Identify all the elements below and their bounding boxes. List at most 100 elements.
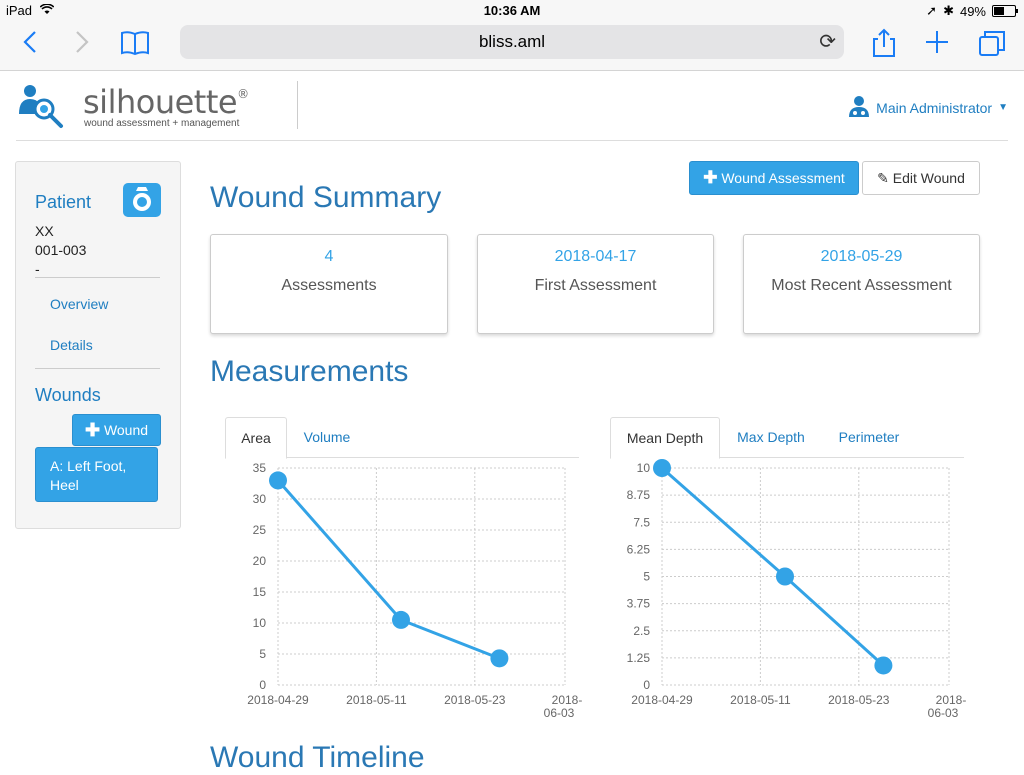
series-line <box>276 479 500 660</box>
plus-icon: ✚ <box>84 420 101 440</box>
header-divider <box>297 81 298 129</box>
x-tick-label: 2018-05-11 <box>730 693 791 707</box>
data-point[interactable] <box>269 471 287 490</box>
app-header: silhouette® wound assessment + managemen… <box>0 71 1024 141</box>
address-bar[interactable]: bliss.aml ⟳ <box>180 25 844 59</box>
area-chart: 0 5 10 15 20 25 30 35 2018-04-29 2018-05-11 2018-0… <box>247 461 583 720</box>
measurements-title: Measurements <box>210 355 409 388</box>
logo-registered-mark: ® <box>237 87 249 101</box>
y-tick-label: 30 <box>253 492 267 506</box>
battery-percent: 49% <box>959 3 986 19</box>
tab-area[interactable]: Area <box>225 417 287 459</box>
camera-button[interactable] <box>123 183 161 217</box>
card-value: 4 <box>324 248 334 265</box>
y-tick-label: 7.5 <box>633 515 650 529</box>
y-tick-label: 35 <box>253 461 267 475</box>
sidebar-divider <box>35 368 160 369</box>
tab-mean-depth[interactable]: Mean Depth <box>610 417 720 459</box>
x-tick-label: 2018-06-03 <box>928 693 967 720</box>
tab-max-depth[interactable]: Max Depth <box>737 429 805 445</box>
add-wound-button[interactable]: ✚ Wound <box>72 414 161 446</box>
add-assessment-label: Wound Assessment <box>721 170 845 186</box>
status-time: 10:36 AM <box>483 3 541 18</box>
summary-card-first-assessment: 2018-04-17 First Assessment <box>477 234 714 334</box>
tab-volume[interactable]: Volume <box>303 429 351 445</box>
user-name: Main Administrator <box>876 99 993 116</box>
data-point[interactable] <box>490 649 509 668</box>
patient-id: 001-003 <box>35 242 87 258</box>
edit-wound-button[interactable]: ✎ Edit Wound <box>862 161 980 195</box>
y-tick-label: 8.75 <box>627 488 651 502</box>
bookmarks-icon[interactable] <box>120 30 150 61</box>
y-tick-label: 15 <box>253 585 267 599</box>
camera-icon <box>133 187 151 211</box>
card-label: First Assessment <box>534 277 657 294</box>
reload-icon[interactable]: ⟳ <box>819 31 836 53</box>
wound-item-left-foot-heel[interactable]: A: Left Foot, Heel <box>35 447 158 502</box>
sidebar-link-overview[interactable]: Overview <box>50 296 109 312</box>
y-tick-label: 5 <box>643 570 650 584</box>
user-menu[interactable]: Main Administrator ▼ <box>848 95 1008 120</box>
sidebar-link-details[interactable]: Details <box>50 337 93 353</box>
y-tick-label: 2.5 <box>633 624 650 638</box>
data-point[interactable] <box>874 656 893 675</box>
tabs-icon[interactable] <box>978 29 1006 62</box>
patient-heading: Patient <box>35 192 92 212</box>
share-icon[interactable] <box>872 28 896 63</box>
new-tab-icon[interactable] <box>925 30 949 59</box>
pencil-icon: ✎ <box>877 170 889 186</box>
browser-toolbar: bliss.aml ⟳ <box>0 22 1024 71</box>
wound-item-label: A: Left Foot, Heel <box>50 458 127 493</box>
caret-down-icon: ▼ <box>998 102 1008 113</box>
user-doctor-icon <box>848 95 870 120</box>
summary-card-assessments: 4 Assessments <box>210 234 448 334</box>
plus-icon: ✚ <box>703 168 718 187</box>
forward-icon[interactable] <box>74 30 90 59</box>
x-tick-label: 2018-05-23 <box>444 693 506 707</box>
patient-extra: - <box>35 261 40 277</box>
y-tick-label: 0 <box>643 678 650 692</box>
location-icon: ➚ <box>926 3 938 18</box>
x-tick-label: 2018-04-29 <box>247 693 309 707</box>
card-value: 2018-04-17 <box>554 248 637 265</box>
data-point[interactable] <box>653 459 671 477</box>
url-text: bliss.aml <box>478 32 546 51</box>
data-point[interactable] <box>392 610 410 629</box>
battery-icon <box>992 5 1018 17</box>
y-tick-label: 3.75 <box>627 597 651 611</box>
wounds-heading: Wounds <box>35 385 101 405</box>
add-wound-label: Wound <box>103 422 149 438</box>
back-icon[interactable] <box>22 30 38 59</box>
summary-title: Wound Summary <box>210 181 442 214</box>
x-tick-label: 2018-04-29 <box>631 693 693 707</box>
logo-wordmark: silhouette® <box>83 83 249 121</box>
timeline-title: Wound Timeline <box>210 741 425 774</box>
x-tick-label: 2018-05-23 <box>828 693 890 707</box>
edit-wound-label: Edit Wound <box>892 170 965 186</box>
x-tick-label: 2018-06-03 <box>544 693 583 720</box>
summary-card-most-recent: 2018-05-29 Most Recent Assessment <box>743 234 980 334</box>
y-tick-label: 25 <box>253 523 267 537</box>
logo-icon <box>17 84 67 137</box>
y-tick-label: 0 <box>259 678 266 692</box>
card-label: Most Recent Assessment <box>771 277 952 294</box>
logo-text: silhouette <box>83 83 238 121</box>
add-wound-assessment-button[interactable]: ✚ Wound Assessment <box>689 161 859 195</box>
y-tick-label: 10 <box>637 461 651 475</box>
sidebar-divider <box>35 277 160 278</box>
status-right: ➚ ✱ 49% <box>926 3 1018 19</box>
battery-level <box>994 7 1004 15</box>
y-tick-label: 1.25 <box>627 651 651 665</box>
status-bar: iPad 10:36 AM ➚ ✱ 49% <box>0 0 1024 22</box>
sidebar: Patient XX 001-003 - Overview Details Wo… <box>15 161 181 529</box>
y-tick-label: 5 <box>259 647 266 661</box>
status-device: iPad <box>6 3 54 18</box>
logo-tagline: wound assessment + management <box>84 118 240 129</box>
left-chart-tabs: Area Volume <box>225 417 579 459</box>
series-line <box>661 466 885 667</box>
tab-perimeter[interactable]: Perimeter <box>838 429 900 445</box>
wifi-icon <box>39 3 54 18</box>
data-point[interactable] <box>776 567 794 586</box>
mean-depth-chart: 0 1.25 2.5 3.75 5 6.25 7.5 8.75 10 2018-04-29 2018… <box>627 459 967 720</box>
device-name: iPad <box>6 3 33 18</box>
